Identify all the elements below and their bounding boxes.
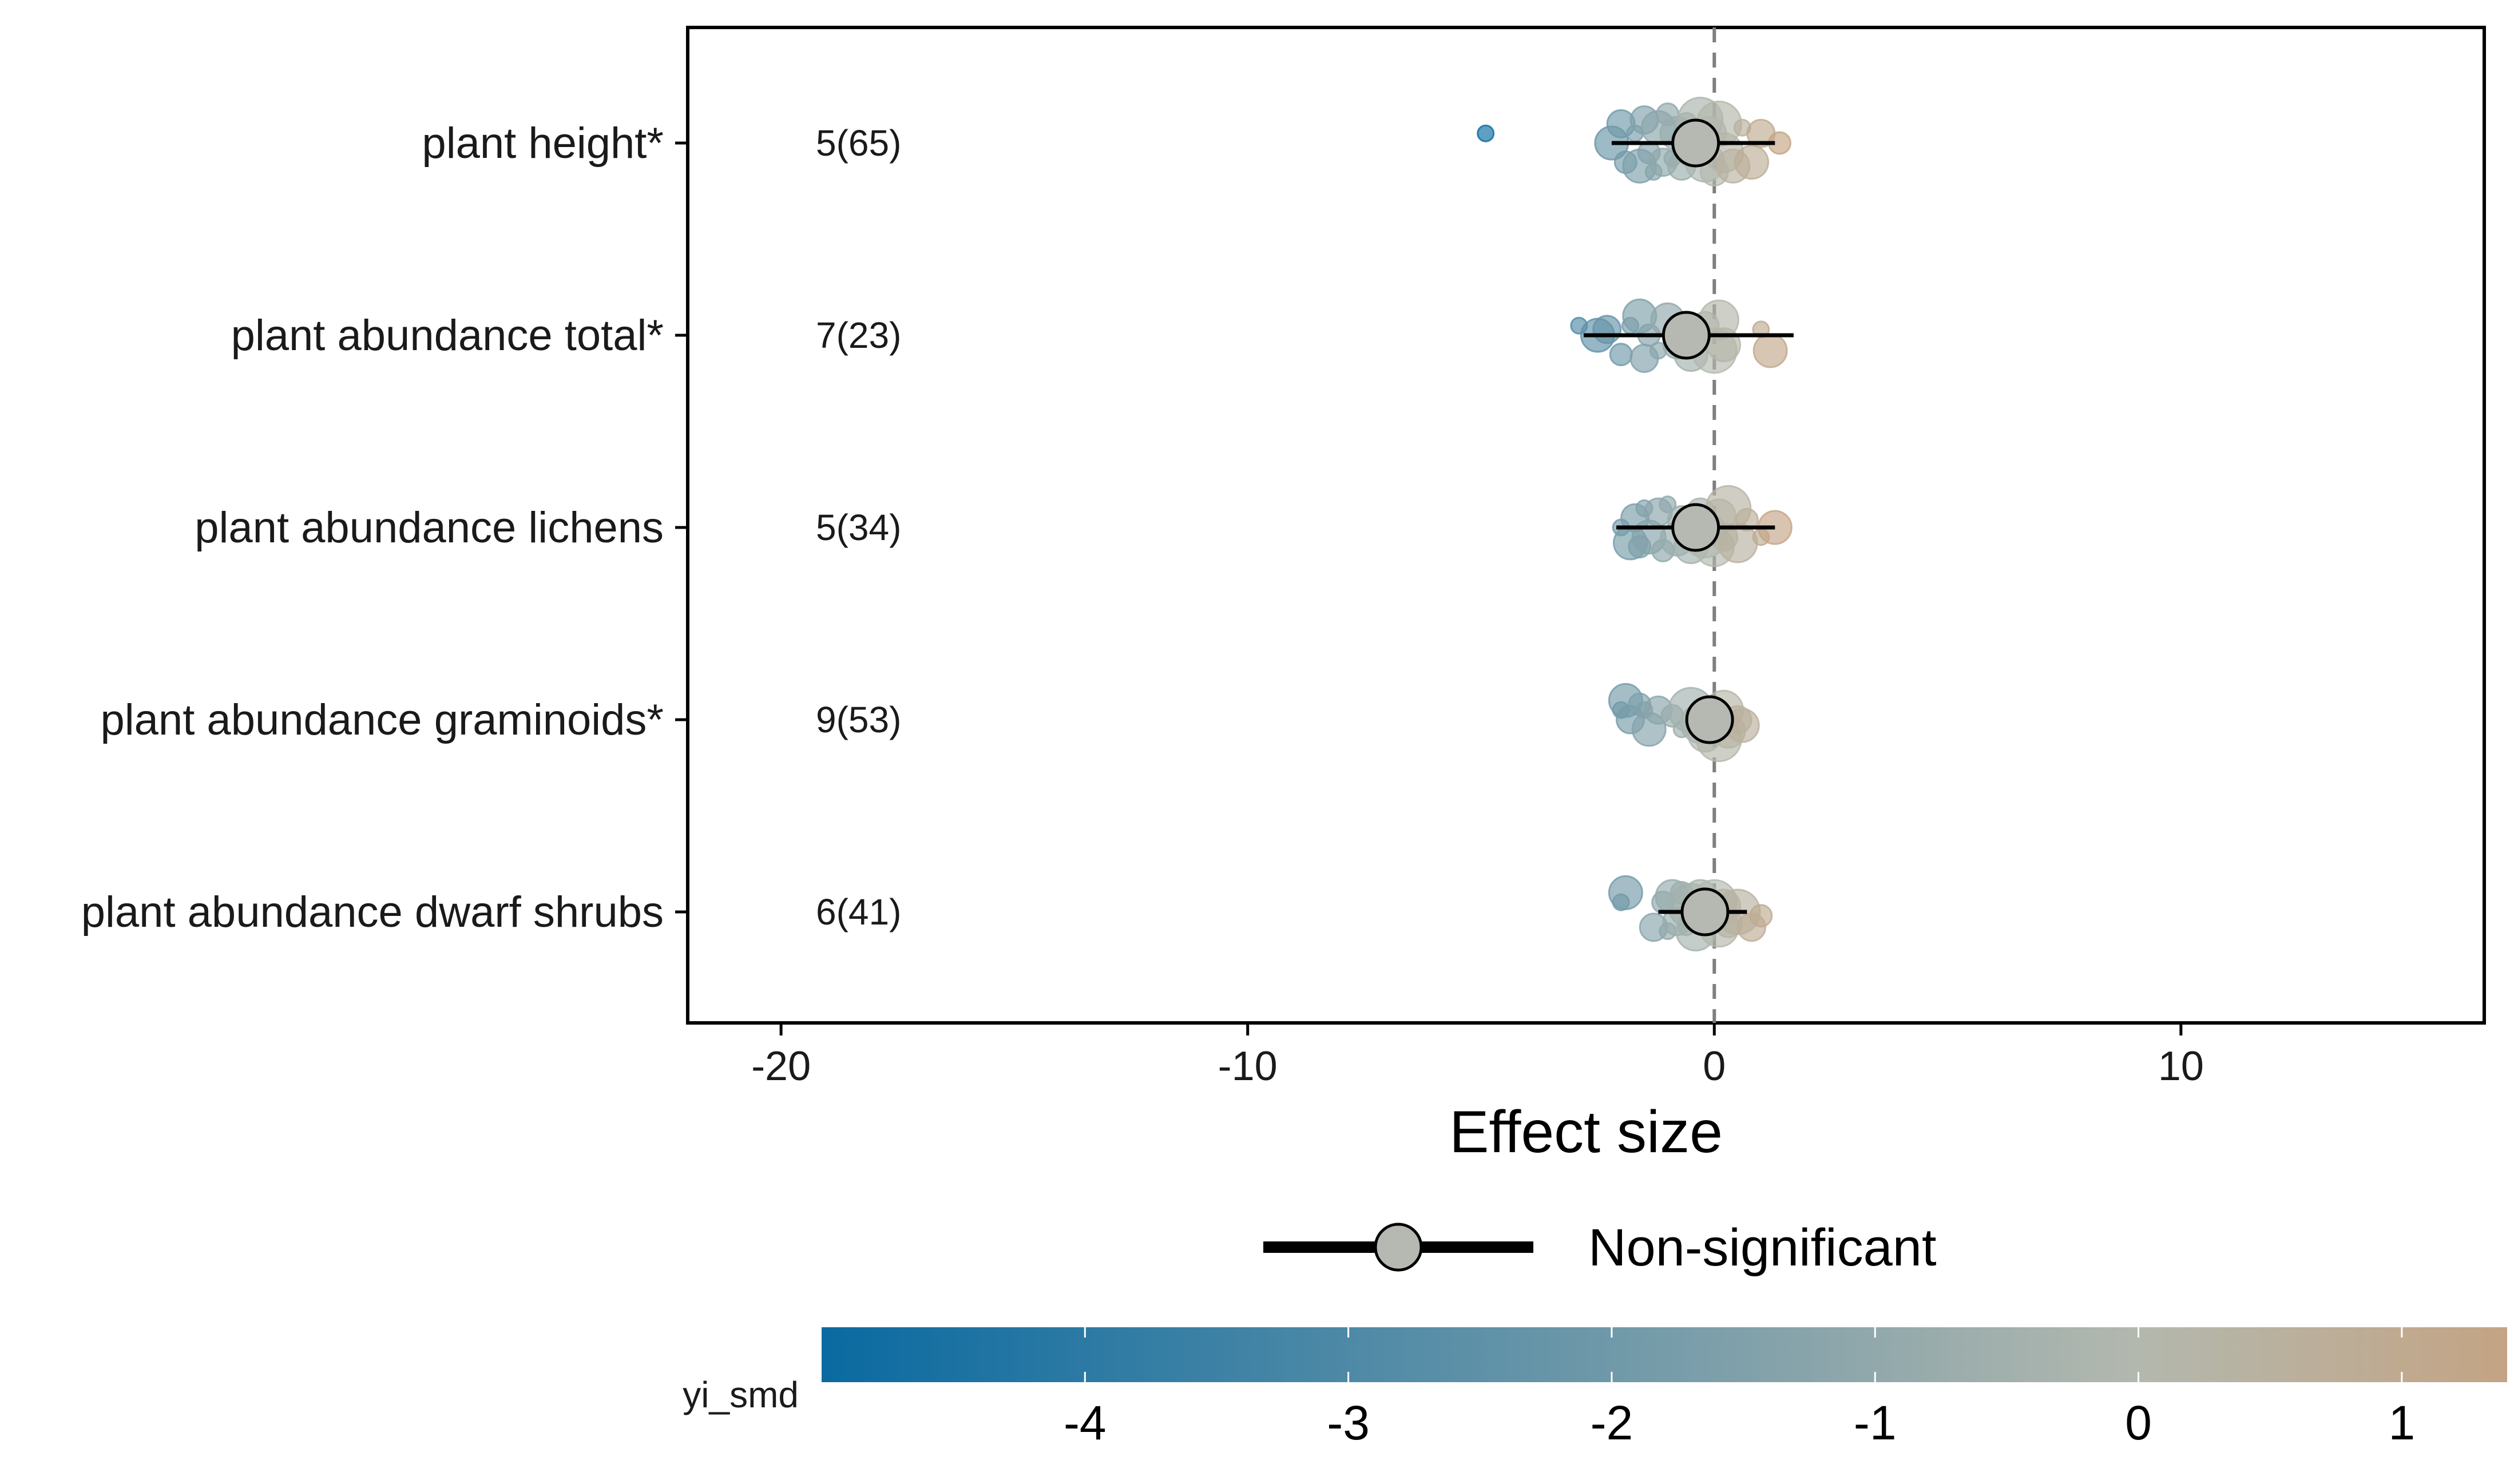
row: plant abundance graminoids* 9(53)	[101, 683, 1760, 763]
x-tick-label: -20	[751, 1043, 811, 1089]
colorbar	[822, 1327, 2507, 1382]
effect-point	[1749, 904, 1773, 928]
legend: Non-significant	[1263, 1219, 1937, 1277]
effect-point	[1659, 495, 1677, 514]
colorbar-ticks: -4 -3 -2 -1 0 1	[1064, 1327, 2415, 1450]
effect-point	[1609, 343, 1633, 367]
x-tick-label: -10	[1218, 1043, 1278, 1089]
effect-point	[1734, 145, 1770, 180]
effect-point	[1752, 333, 1788, 368]
x-tick-label: 0	[1703, 1043, 1726, 1089]
row: plant abundance dwarf shrubs 6(41)	[81, 875, 1773, 952]
count-label: 5(34)	[816, 507, 901, 548]
row: plant abundance total* 7(23)	[231, 298, 1794, 374]
estimate-point	[1671, 118, 1720, 168]
count-label: 7(23)	[816, 315, 901, 356]
x-tick-label: 10	[2158, 1043, 2204, 1089]
y-tick-label: plant abundance dwarf shrubs	[81, 888, 664, 937]
y-tick-label: plant abundance graminoids*	[101, 696, 664, 744]
plot-panel	[686, 26, 2486, 1025]
x-axis-title: Effect size	[1449, 1099, 1723, 1165]
y-tick-label: plant abundance lichens	[195, 503, 664, 552]
count-label: 6(41)	[816, 891, 901, 933]
count-label: 9(53)	[816, 699, 901, 740]
legend-label: Non-significant	[1588, 1219, 1937, 1277]
y-tick-label: plant height*	[422, 119, 664, 168]
row: plant abundance lichens 5(34)	[195, 485, 1793, 568]
estimate-point	[1662, 311, 1711, 360]
row: plant height* 5(65)	[422, 97, 1791, 187]
colorbar-tick-label: -4	[1064, 1396, 1107, 1450]
count-label: 5(65)	[816, 122, 901, 164]
effect-point	[1608, 875, 1643, 910]
effect-point	[1477, 124, 1495, 142]
estimate-point	[1685, 695, 1734, 744]
legend-point-icon	[1374, 1223, 1423, 1272]
effect-point	[1735, 508, 1759, 532]
y-tick-label: plant abundance total*	[231, 311, 664, 360]
effect-point	[1592, 315, 1622, 344]
colorbar-tick-label: -3	[1327, 1396, 1370, 1450]
estimate-point	[1671, 503, 1720, 552]
colorbar-tick-label: -1	[1854, 1396, 1897, 1450]
x-axis: -20 -10 0 10	[751, 1023, 2204, 1089]
rows-layer: plant height* 5(65) plant abundance total*…	[81, 97, 1794, 952]
colorbar-tick-label: 1	[2389, 1396, 2416, 1450]
colorbar-title: yi_smd	[683, 1374, 799, 1415]
colorbar-tick-label: -2	[1591, 1396, 1633, 1450]
estimate-point	[1680, 887, 1730, 937]
colorbar-tick-label: 0	[2125, 1396, 2152, 1450]
